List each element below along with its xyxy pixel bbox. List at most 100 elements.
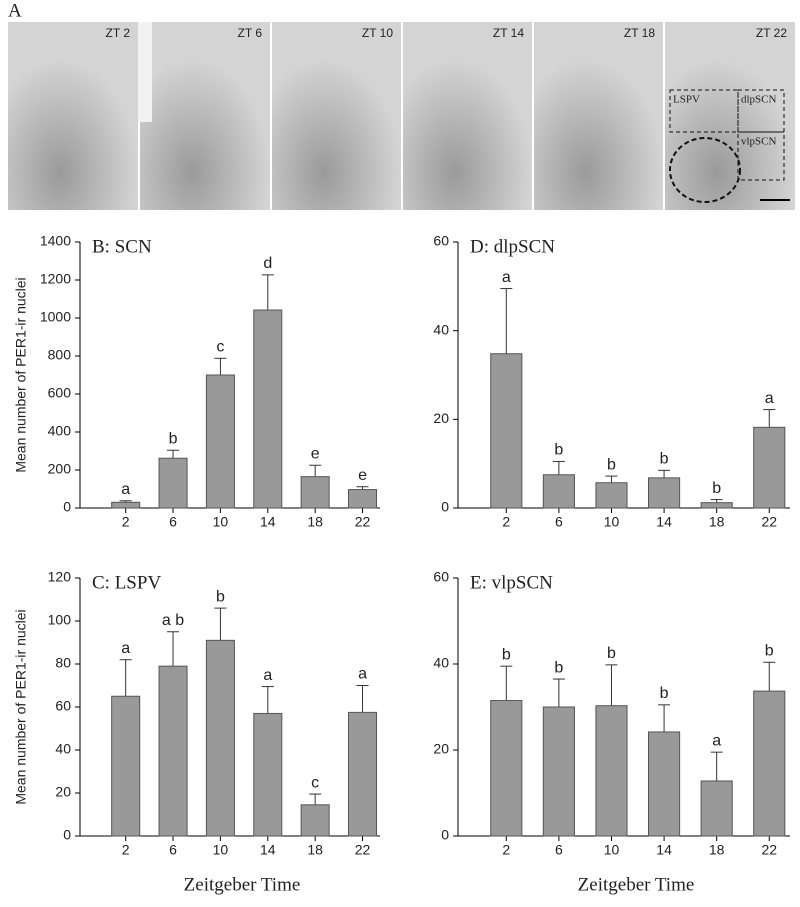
significance-label: b	[712, 480, 721, 497]
y-tick-label: 20	[433, 410, 449, 426]
image-label: ZT 2	[106, 26, 131, 40]
y-tick-label: 60	[433, 233, 449, 249]
bar	[595, 705, 628, 837]
image-label: ZT 10	[362, 26, 393, 40]
x-tick-label: 18	[709, 514, 725, 530]
significance-label: b	[216, 588, 225, 605]
micrograph	[665, 22, 795, 210]
y-tick-label: 0	[441, 827, 449, 843]
bar	[490, 353, 523, 509]
bar	[158, 665, 188, 837]
micrograph	[534, 22, 663, 210]
significance-label: b	[554, 442, 563, 459]
significance-label: a	[121, 481, 130, 498]
x-tick-label: 22	[355, 514, 371, 530]
x-tick-label: 18	[307, 842, 323, 858]
chart-title: B: SCN	[92, 236, 152, 257]
y-tick-label: 600	[48, 385, 72, 401]
region-box	[669, 89, 739, 133]
bar	[205, 374, 235, 509]
micrograph	[272, 22, 401, 210]
x-tick-label: 22	[761, 514, 777, 530]
x-tick-label: 14	[260, 514, 276, 530]
bar	[253, 309, 283, 509]
x-tick-label: 10	[213, 514, 229, 530]
x-tick-label: 2	[122, 842, 130, 858]
y-tick-label: 0	[441, 499, 449, 515]
y-tick-label: 1400	[40, 233, 71, 249]
region-label: dlpSCN	[741, 94, 777, 106]
bar	[205, 639, 235, 837]
significance-label: b	[169, 430, 178, 447]
bar	[648, 731, 681, 837]
bar	[753, 426, 786, 509]
x-tick-label: 6	[169, 514, 177, 530]
significance-label: a	[358, 666, 367, 683]
image-label: ZT 14	[493, 26, 524, 40]
bar	[348, 489, 378, 509]
x-tick-label: 14	[656, 514, 672, 530]
significance-label: c	[216, 338, 224, 355]
chart-title: E: vlpSCN	[470, 572, 553, 593]
y-tick-label: 40	[433, 655, 449, 671]
bar	[542, 706, 575, 837]
significance-label: a	[263, 667, 272, 684]
y-tick-label: 400	[48, 423, 72, 439]
significance-label: a	[765, 390, 774, 407]
bar	[300, 476, 330, 509]
bar	[490, 700, 523, 837]
significance-label: a	[502, 269, 511, 286]
bar	[648, 477, 681, 509]
bar	[253, 712, 283, 837]
bar	[111, 501, 141, 509]
image-label: ZT 18	[624, 26, 655, 40]
micrograph	[140, 22, 270, 210]
significance-label: b	[502, 646, 511, 663]
y-tick-label: 1000	[40, 309, 71, 325]
significance-label: b	[765, 642, 774, 659]
x-tick-label: 2	[502, 514, 510, 530]
x-axis-label: Zeitgeber Time	[578, 874, 695, 895]
y-tick-label: 80	[55, 655, 71, 671]
x-tick-label: 18	[709, 842, 725, 858]
significance-label: a b	[162, 612, 184, 629]
bar	[700, 502, 733, 509]
region-label: vlpSCN	[741, 136, 777, 148]
x-tick-label: 6	[555, 514, 563, 530]
y-tick-label: 120	[48, 569, 72, 585]
y-tick-label: 60	[433, 569, 449, 585]
y-tick-label: 40	[433, 321, 449, 337]
chart-title: D: dlpSCN	[470, 236, 555, 257]
image-label: ZT 6	[238, 26, 263, 40]
y-axis-label: Mean number of PER1-ir nuclei	[13, 277, 29, 472]
bar	[542, 474, 575, 509]
significance-label: e	[311, 445, 320, 462]
bar	[348, 711, 378, 837]
y-tick-label: 0	[63, 499, 71, 515]
bar	[300, 804, 330, 837]
y-tick-label: 20	[433, 741, 449, 757]
y-tick-label: 1200	[40, 271, 71, 287]
bar	[700, 780, 733, 837]
x-axis-label: Zeitgeber Time	[184, 874, 301, 895]
y-tick-label: 200	[48, 461, 72, 477]
chart-title: C: LSPV	[92, 572, 161, 593]
y-axis-label: Mean number of PER1-ir nuclei	[13, 609, 29, 804]
y-tick-label: 100	[48, 612, 72, 628]
bar	[595, 482, 628, 509]
micrograph	[8, 22, 138, 210]
bar	[111, 695, 141, 837]
x-tick-label: 2	[122, 514, 130, 530]
x-tick-label: 18	[307, 514, 323, 530]
significance-label: e	[358, 467, 367, 484]
x-tick-label: 10	[213, 842, 229, 858]
region-label: LSPV	[673, 94, 700, 106]
region-box	[737, 131, 785, 181]
y-tick-label: 40	[55, 741, 71, 757]
ventricle	[138, 22, 152, 122]
micrograph	[403, 22, 532, 210]
x-tick-label: 6	[555, 842, 563, 858]
x-tick-label: 2	[502, 842, 510, 858]
significance-label: b	[660, 685, 669, 702]
